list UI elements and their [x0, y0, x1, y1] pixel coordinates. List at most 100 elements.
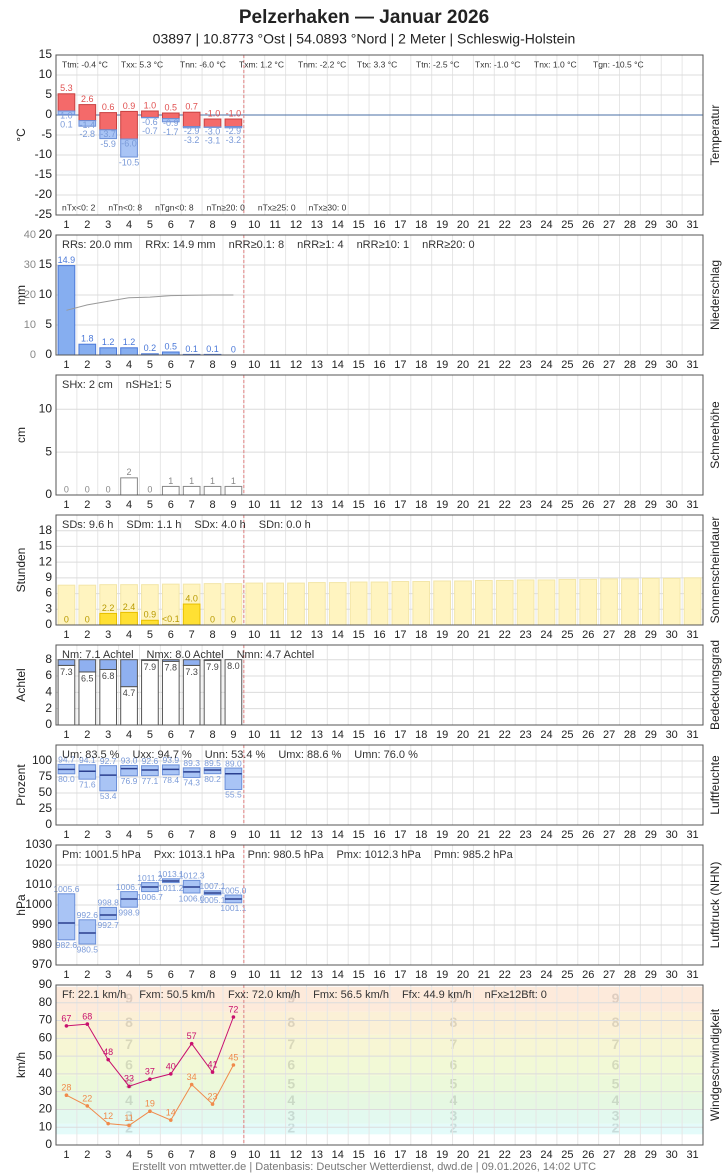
stat: nRR≥0.1: 8 — [229, 239, 285, 251]
x-tick-label: 31 — [686, 629, 698, 641]
y-tick-label: 0 — [45, 347, 52, 361]
bar — [78, 343, 97, 356]
x-tick-label: 24 — [540, 829, 552, 841]
stat: Pmn: 985.2 hPa — [434, 849, 514, 861]
range-bar — [120, 764, 138, 777]
range-bar — [182, 767, 201, 778]
x-tick-label: 22 — [499, 729, 511, 741]
stat: Pmx: 1012.3 hPa — [336, 849, 421, 861]
x-tick-label: 21 — [478, 1149, 490, 1161]
stat: nTx≥30: 0 — [309, 202, 347, 212]
value-label: 7.3 — [185, 667, 198, 677]
plot-frame — [55, 374, 704, 496]
value-label: 89.3 — [183, 758, 200, 768]
x-tick-label: 7 — [189, 359, 195, 371]
value-label: 68 — [82, 1011, 92, 1021]
x-tick-label: 19 — [436, 829, 448, 841]
value-label: 92.6 — [142, 756, 159, 766]
value-label: 71.6 — [79, 779, 96, 789]
x-tick-label: 27 — [603, 729, 615, 741]
max-bar — [120, 110, 138, 140]
value-label: -2.9 — [226, 126, 242, 136]
value-label: 7.9 — [206, 662, 219, 672]
stat: Ttm: -0.4 °C — [62, 59, 108, 69]
x-tick-label: 16 — [373, 829, 385, 841]
clear-bar — [99, 659, 118, 670]
x-tick-label: 24 — [540, 969, 552, 981]
x-tick-label: 7 — [189, 1149, 195, 1161]
value-label: 80.0 — [58, 774, 75, 784]
x-tick-label: 16 — [373, 629, 385, 641]
bar — [182, 485, 201, 496]
stat: Tnx: 1.0 °C — [534, 59, 577, 69]
value-label: 7.3 — [60, 667, 73, 677]
value-label: 33 — [124, 1074, 134, 1084]
x-tick-label: 6 — [168, 629, 174, 641]
x-tick-label: 17 — [394, 499, 406, 511]
y-tick-label: 10 — [39, 287, 53, 301]
page-title: Pelzerhaken — Januar 2026 — [239, 7, 489, 28]
clear-bar — [78, 659, 97, 673]
y-tick-label: 1030 — [25, 837, 52, 851]
x-tick-label: 11 — [269, 629, 280, 641]
x-tick-label: 30 — [666, 1149, 678, 1161]
x-tick-label: 20 — [457, 829, 469, 841]
x-tick-label: 24 — [540, 629, 552, 641]
x-tick-label: 5 — [147, 629, 153, 641]
x-tick-label: 13 — [311, 219, 323, 231]
x-tick-label: 4 — [126, 499, 132, 511]
y-axis-label: mm — [14, 285, 28, 305]
x-tick-label: 28 — [624, 729, 636, 741]
y-axis-label: hPa — [14, 894, 28, 916]
stat: nTn<0: 8 — [108, 202, 142, 212]
y-tick-label: 15 — [39, 539, 53, 553]
x-tick-label: 25 — [561, 629, 573, 641]
x-tick-label: 6 — [168, 969, 174, 981]
x-tick-label: 4 — [126, 729, 132, 741]
x-tick-label: 3 — [105, 499, 111, 511]
max-bar — [57, 93, 76, 112]
x-tick-label: 13 — [311, 829, 323, 841]
x-tick-label: 17 — [394, 359, 406, 371]
value-label: 74.3 — [183, 778, 200, 788]
plot-frame — [55, 234, 704, 356]
x-tick-label: 22 — [499, 359, 511, 371]
value-label: 1005.6 — [53, 884, 79, 894]
clear-bar — [161, 659, 180, 662]
min-bar — [99, 129, 118, 140]
x-tick-label: 10 — [248, 829, 260, 841]
stat: Fxm: 50.5 km/h — [139, 989, 215, 1001]
value-label: 1007.1 — [200, 881, 226, 891]
stat: SDs: 9.6 h — [62, 519, 113, 531]
value-label: 0.1 — [185, 344, 198, 354]
value-label: 6.5 — [81, 673, 94, 683]
x-tick-label: 19 — [436, 359, 448, 371]
stat: nRR≥20: 0 — [422, 239, 475, 251]
y-tick-label: 2 — [45, 701, 52, 715]
x-tick-label: 31 — [686, 729, 698, 741]
x-tick-label: 19 — [436, 1149, 448, 1161]
value-label: -1.4 — [80, 120, 96, 130]
clear-bar — [182, 659, 201, 666]
x-tick-label: 21 — [478, 219, 490, 231]
value-label: 1013.1 — [158, 869, 184, 879]
plot-frame — [55, 984, 704, 1146]
value-label: -1.7 — [163, 127, 179, 137]
value-label: 0 — [210, 614, 215, 624]
stat: Nmn: 4.7 Achtel — [237, 649, 315, 661]
bar — [182, 603, 201, 626]
value-label: 55.5 — [225, 790, 242, 800]
x-tick-label: 24 — [540, 1149, 552, 1161]
x-tick-label: 27 — [603, 1149, 615, 1161]
value-label: 1011.2 — [137, 873, 163, 883]
value-label: 0 — [147, 484, 152, 494]
y-tick-label: 0 — [45, 817, 52, 831]
x-tick-label: 26 — [582, 1149, 594, 1161]
x-tick-label: 9 — [230, 1149, 236, 1161]
x-tick-label: 1 — [63, 969, 69, 981]
stat: Umx: 88.6 % — [278, 749, 341, 761]
side-label: Temperatur — [708, 105, 722, 166]
x-tick-label: 14 — [332, 499, 344, 511]
bar — [120, 477, 138, 496]
